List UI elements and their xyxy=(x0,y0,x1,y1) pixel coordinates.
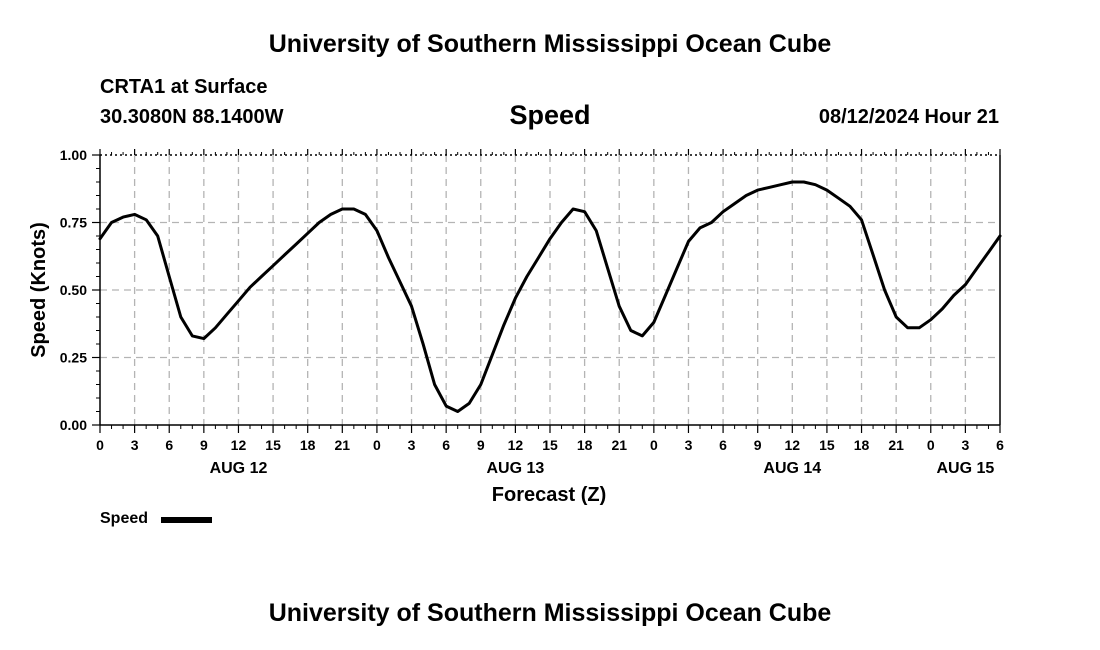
x-tick-label: 21 xyxy=(611,437,627,453)
x-tick-label: 12 xyxy=(231,437,247,453)
x-tick-label: 18 xyxy=(854,437,870,453)
report-title: University of Southern Mississippi Ocean… xyxy=(268,30,832,58)
series-layer xyxy=(98,180,1002,413)
forecast-run-time: 08/12/2024 Hour 21 xyxy=(818,106,999,128)
x-tick-label: 9 xyxy=(754,437,762,453)
legend-swatch xyxy=(161,517,212,523)
x-tick-label: 12 xyxy=(508,437,524,453)
x-tick-label: 0 xyxy=(927,437,935,453)
x-tick-label: 0 xyxy=(373,437,381,453)
x-tick-label: 21 xyxy=(888,437,904,453)
y-axis-title: Speed (Knots) xyxy=(28,222,50,358)
speed-series-line xyxy=(98,180,1002,413)
y-tick-label: 0.00 xyxy=(60,417,87,433)
date-label: AUG 12 xyxy=(210,460,268,477)
y-tick-label: 0.25 xyxy=(60,350,87,366)
station-coordinates: 30.3080N 88.1400W xyxy=(100,106,284,128)
x-tick-label: 9 xyxy=(200,437,208,453)
date-label: AUG 15 xyxy=(936,460,994,477)
x-tick-label: 15 xyxy=(542,437,558,453)
y-tick-label: 1.00 xyxy=(60,147,87,163)
x-tick-label: 3 xyxy=(685,437,693,453)
chart-title: Speed xyxy=(509,100,591,130)
x-tick-label: 6 xyxy=(719,437,727,453)
x-tick-label: 9 xyxy=(477,437,485,453)
x-tick-label: 0 xyxy=(650,437,658,453)
y-tick-label: 0.50 xyxy=(60,282,87,298)
x-tick-label: 3 xyxy=(408,437,416,453)
date-label: AUG 13 xyxy=(486,460,544,477)
x-tick-label: 18 xyxy=(577,437,593,453)
x-tick-label: 6 xyxy=(996,437,1004,453)
grid-layer xyxy=(100,155,1000,425)
date-label: AUG 14 xyxy=(763,460,821,477)
x-tick-label: 12 xyxy=(785,437,801,453)
footer-title: University of Southern Mississippi Ocean… xyxy=(268,599,832,627)
x-tick-label: 3 xyxy=(961,437,969,453)
axes-layer: 0 3 6 9 12 15 18 21 0 3 6 9 12 15 18 21 0 3 6 9 12 15 18 21 0 3 6A… xyxy=(60,147,1004,477)
station-name: CRTA1 at Surface xyxy=(100,76,268,98)
x-tick-label: 3 xyxy=(131,437,139,453)
y-tick-label: 0.75 xyxy=(60,215,87,231)
x-tick-label: 21 xyxy=(335,437,351,453)
x-tick-label: 6 xyxy=(165,437,173,453)
legend-label: Speed xyxy=(100,510,149,527)
x-tick-label: 6 xyxy=(442,437,450,453)
x-tick-label: 0 xyxy=(96,437,104,453)
x-tick-label: 15 xyxy=(265,437,281,453)
x-tick-label: 15 xyxy=(819,437,835,453)
x-axis-title: Forecast (Z) xyxy=(492,484,606,506)
x-tick-label: 18 xyxy=(300,437,316,453)
